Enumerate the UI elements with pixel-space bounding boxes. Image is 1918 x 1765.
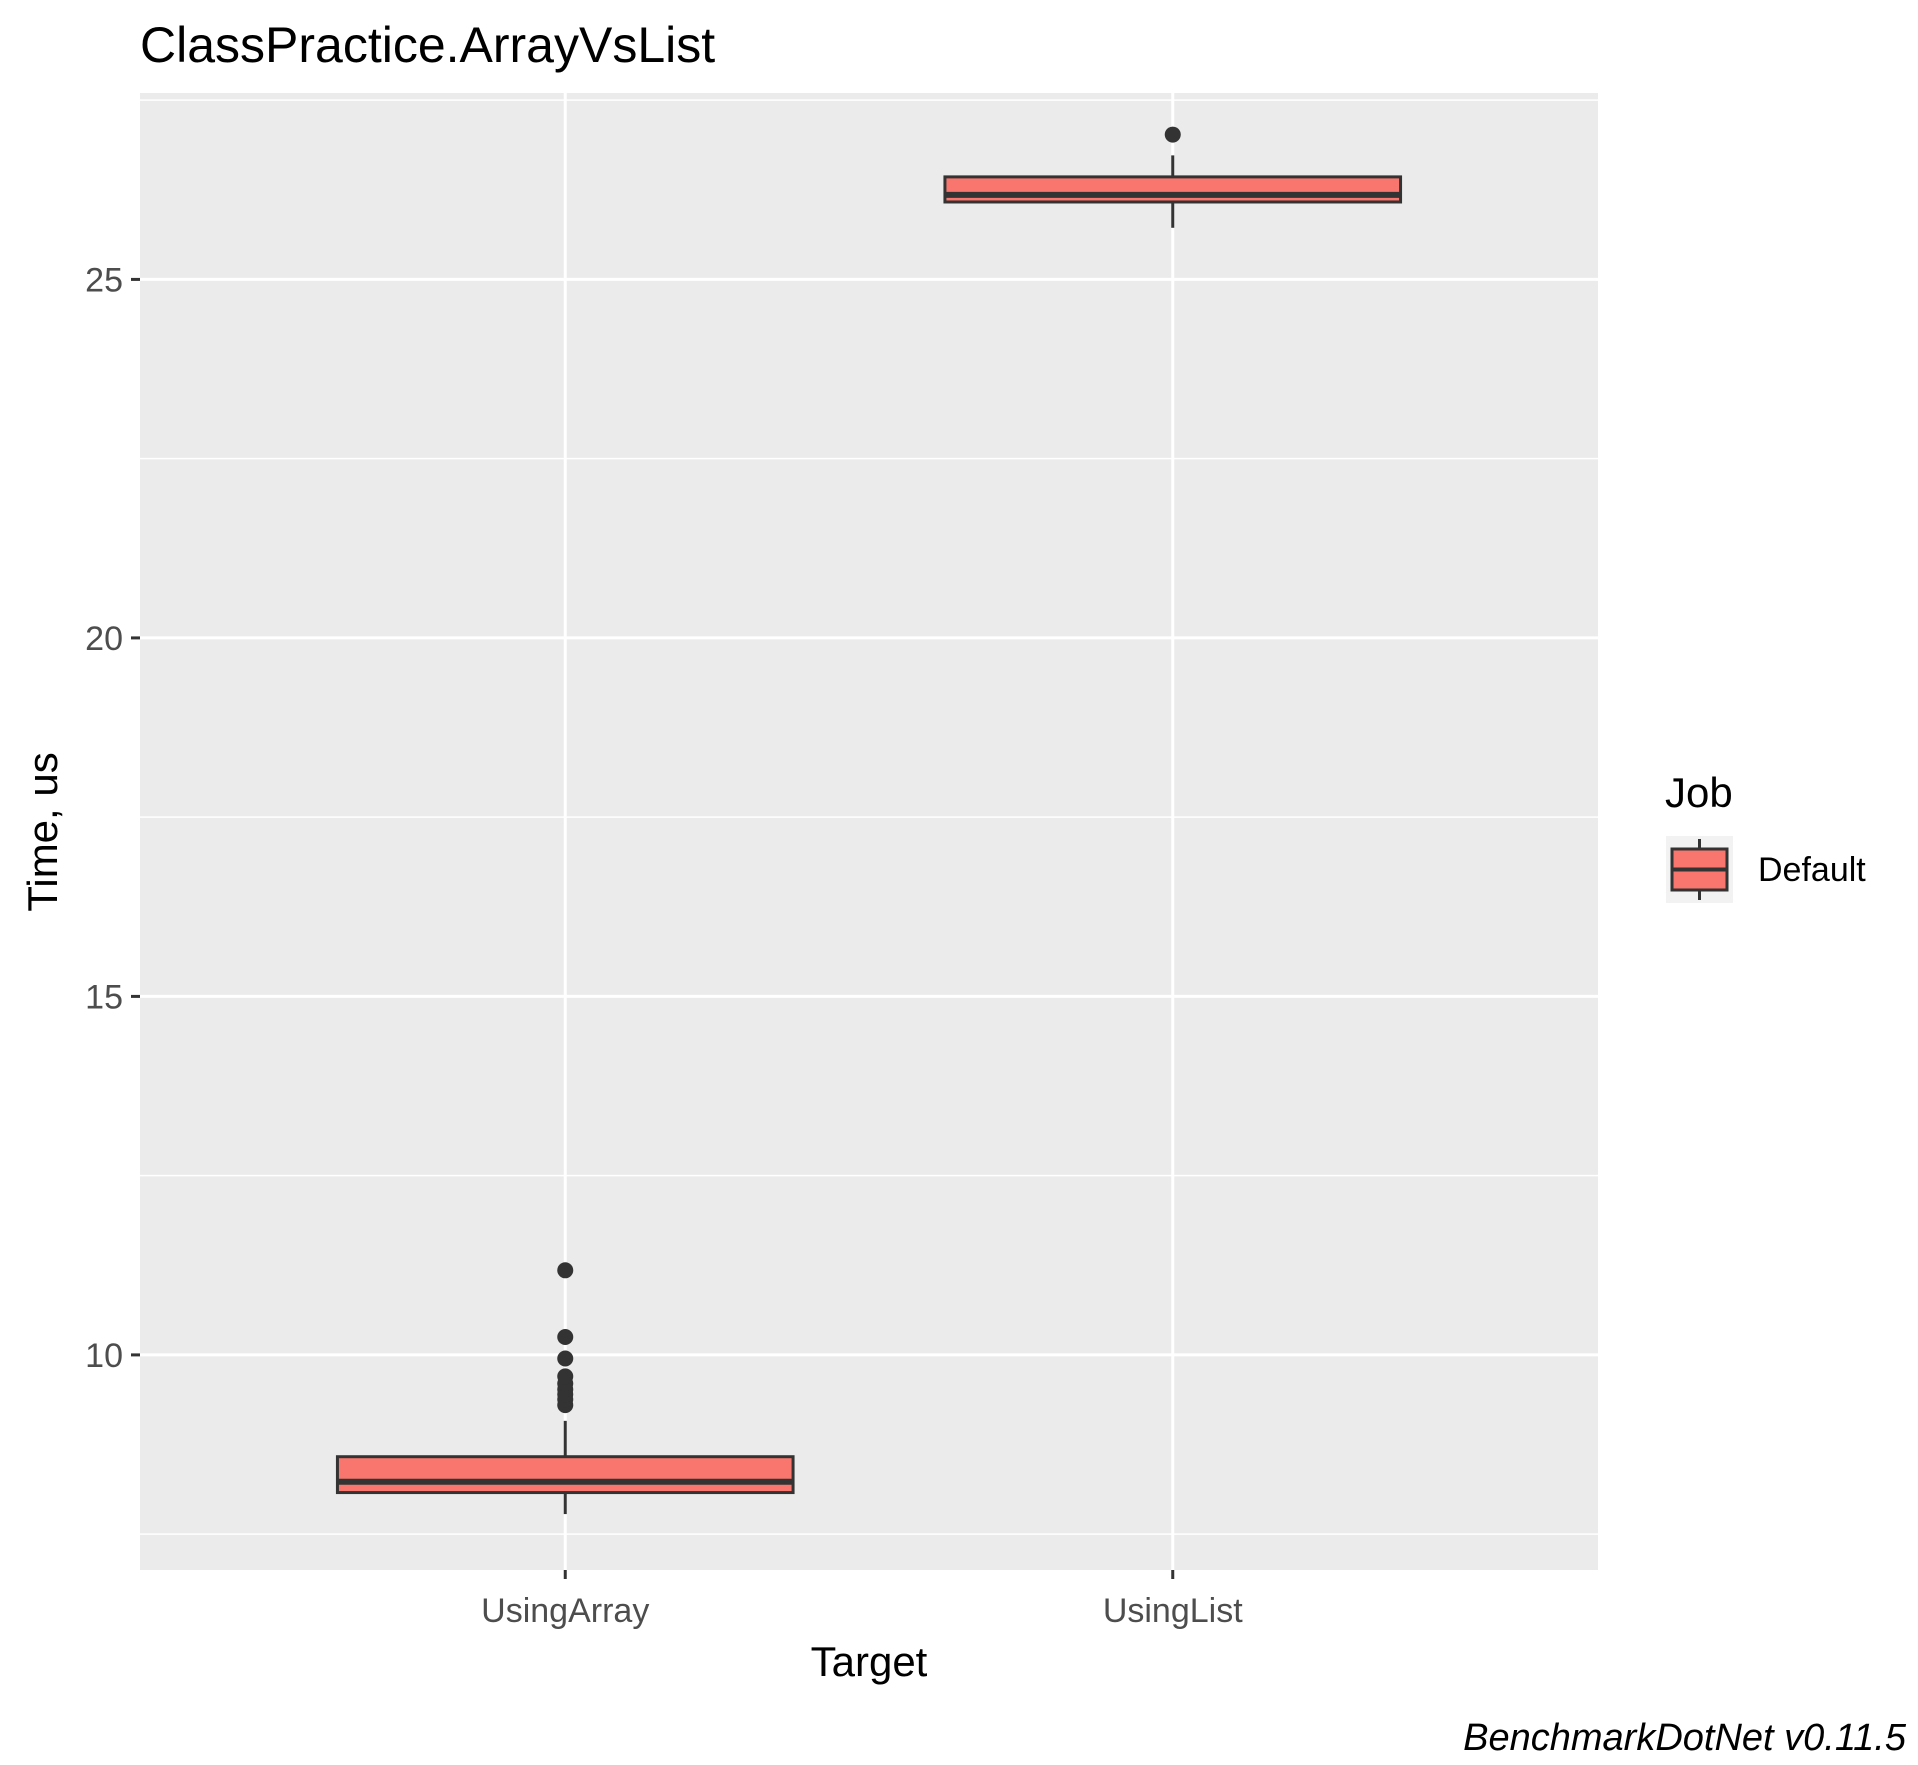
y-tick-label: 20: [85, 620, 123, 658]
chart-title: ClassPractice.ArrayVsList: [140, 17, 715, 73]
x-tick-label: UsingList: [1103, 1592, 1243, 1630]
legend-title: Job: [1665, 769, 1733, 816]
outlier-point: [1164, 126, 1181, 143]
outlier-point: [557, 1368, 574, 1385]
outlier-point: [557, 1328, 574, 1345]
y-axis: 10 15 20 25: [85, 261, 140, 1375]
box-iqr: [943, 175, 1403, 204]
legend: Job Default: [1665, 769, 1866, 903]
major-gridlines: [140, 93, 1598, 1570]
x-tick-label: UsingArray: [481, 1592, 649, 1630]
y-tick-label: 15: [85, 978, 123, 1016]
minor-gridlines: [140, 99, 1598, 1535]
y-tick-label: 25: [85, 261, 123, 299]
outlier-point: [557, 1262, 574, 1279]
plot-panel: [140, 93, 1598, 1570]
box-iqr: [335, 1455, 795, 1495]
box-UsingArray: [335, 1262, 795, 1515]
caption: BenchmarkDotNet v0.11.5: [1463, 1717, 1907, 1759]
box-layer: [335, 126, 1403, 1515]
y-axis-title: Time, us: [19, 752, 66, 911]
outlier-point: [557, 1350, 574, 1367]
legend-label-default: Default: [1758, 851, 1866, 889]
x-axis: UsingArray UsingList: [481, 1570, 1243, 1630]
x-axis-title: Target: [811, 1638, 928, 1685]
box-UsingList: [943, 126, 1403, 228]
y-tick-label: 10: [85, 1337, 123, 1375]
